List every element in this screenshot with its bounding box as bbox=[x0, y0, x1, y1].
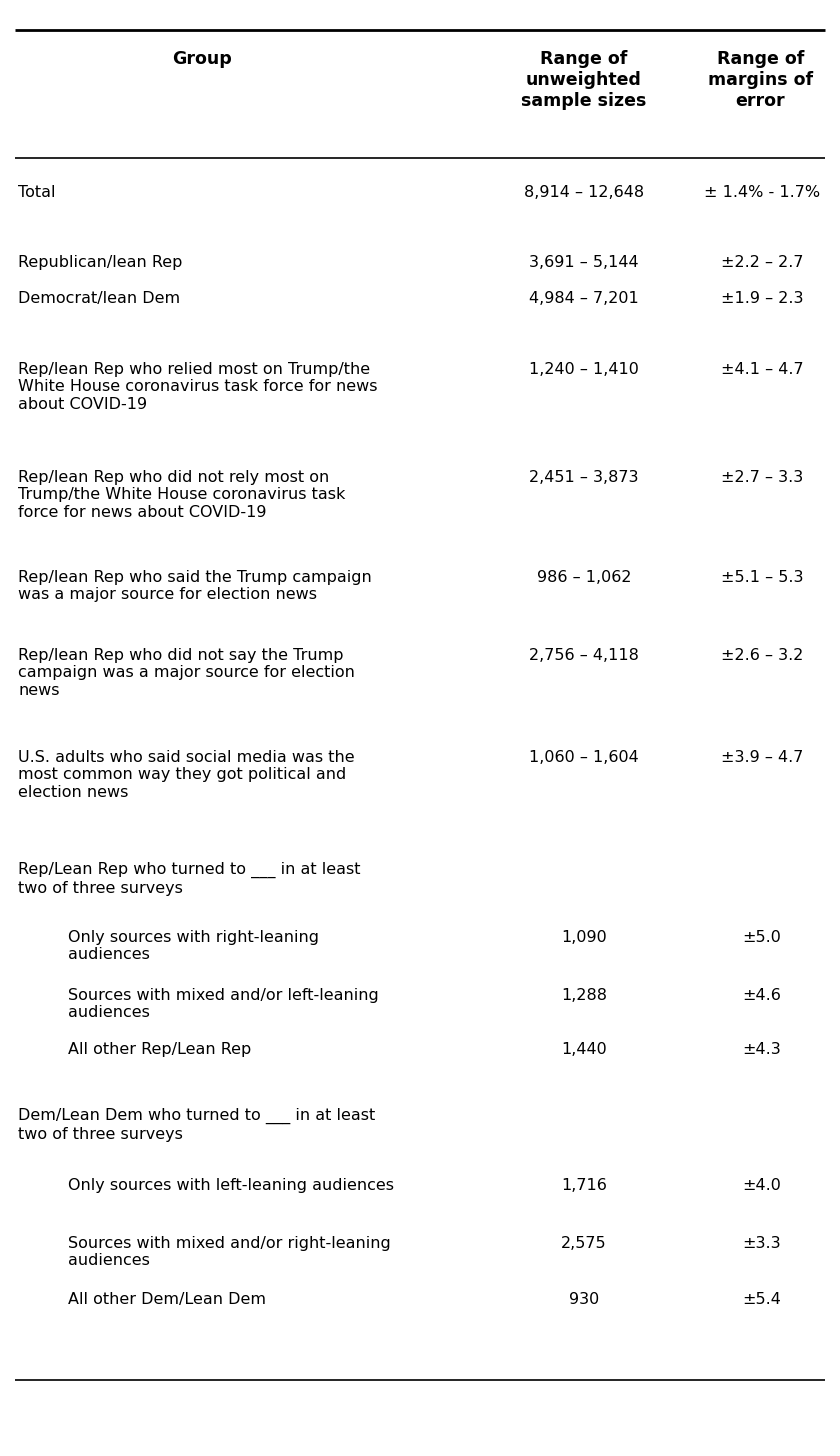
Text: ±4.3: ±4.3 bbox=[743, 1042, 781, 1057]
Text: 1,090: 1,090 bbox=[561, 930, 606, 945]
Text: Group: Group bbox=[171, 50, 232, 68]
Text: ±4.0: ±4.0 bbox=[743, 1178, 781, 1192]
Text: ± 1.4% - 1.7%: ± 1.4% - 1.7% bbox=[704, 185, 820, 199]
Text: ±2.7 – 3.3: ±2.7 – 3.3 bbox=[721, 470, 803, 485]
Text: ±4.1 – 4.7: ±4.1 – 4.7 bbox=[721, 363, 803, 377]
Text: Rep/Lean Rep who turned to ___ in at least
two of three surveys: Rep/Lean Rep who turned to ___ in at lea… bbox=[18, 862, 360, 895]
Text: Rep/lean Rep who did not rely most on
Trump/the White House coronavirus task
for: Rep/lean Rep who did not rely most on Tr… bbox=[18, 470, 345, 520]
Text: 2,451 – 3,873: 2,451 – 3,873 bbox=[529, 470, 638, 485]
Text: 1,440: 1,440 bbox=[561, 1042, 606, 1057]
Text: 1,288: 1,288 bbox=[561, 989, 607, 1003]
Text: 8,914 – 12,648: 8,914 – 12,648 bbox=[524, 185, 644, 199]
Text: Only sources with right-leaning
audiences: Only sources with right-leaning audience… bbox=[68, 930, 319, 962]
Text: ±1.9 – 2.3: ±1.9 – 2.3 bbox=[721, 291, 803, 306]
Text: 2,756 – 4,118: 2,756 – 4,118 bbox=[529, 648, 639, 662]
Text: ±3.9 – 4.7: ±3.9 – 4.7 bbox=[721, 750, 803, 764]
Text: ±4.6: ±4.6 bbox=[743, 989, 781, 1003]
Text: All other Rep/Lean Rep: All other Rep/Lean Rep bbox=[68, 1042, 251, 1057]
Text: ±2.2 – 2.7: ±2.2 – 2.7 bbox=[721, 255, 803, 269]
Text: All other Dem/Lean Dem: All other Dem/Lean Dem bbox=[68, 1291, 266, 1307]
Text: 3,691 – 5,144: 3,691 – 5,144 bbox=[529, 255, 638, 269]
Text: Sources with mixed and/or left-leaning
audiences: Sources with mixed and/or left-leaning a… bbox=[68, 989, 379, 1021]
Text: Rep/lean Rep who did not say the Trump
campaign was a major source for election
: Rep/lean Rep who did not say the Trump c… bbox=[18, 648, 354, 697]
Text: Rep/lean Rep who said the Trump campaign
was a major source for election news: Rep/lean Rep who said the Trump campaign… bbox=[18, 569, 372, 603]
Text: Range of
unweighted
sample sizes: Range of unweighted sample sizes bbox=[521, 50, 647, 109]
Text: Dem/Lean Dem who turned to ___ in at least
two of three surveys: Dem/Lean Dem who turned to ___ in at lea… bbox=[18, 1108, 375, 1142]
Text: Total: Total bbox=[18, 185, 55, 199]
Text: Democrat/lean Dem: Democrat/lean Dem bbox=[18, 291, 180, 306]
Text: 1,060 – 1,604: 1,060 – 1,604 bbox=[529, 750, 639, 764]
Text: 1,240 – 1,410: 1,240 – 1,410 bbox=[529, 363, 639, 377]
Text: ±5.4: ±5.4 bbox=[743, 1291, 781, 1307]
Text: U.S. adults who said social media was the
most common way they got political and: U.S. adults who said social media was th… bbox=[18, 750, 354, 799]
Text: Sources with mixed and/or right-leaning
audiences: Sources with mixed and/or right-leaning … bbox=[68, 1236, 391, 1268]
Text: 4,984 – 7,201: 4,984 – 7,201 bbox=[529, 291, 639, 306]
Text: 1,716: 1,716 bbox=[561, 1178, 607, 1192]
Text: ±2.6 – 3.2: ±2.6 – 3.2 bbox=[721, 648, 803, 662]
Text: 986 – 1,062: 986 – 1,062 bbox=[537, 569, 631, 585]
Text: Range of
margins of
error: Range of margins of error bbox=[707, 50, 813, 109]
Text: ±5.1 – 5.3: ±5.1 – 5.3 bbox=[721, 569, 803, 585]
Text: Rep/lean Rep who relied most on Trump/the
White House coronavirus task force for: Rep/lean Rep who relied most on Trump/th… bbox=[18, 363, 377, 412]
Text: Only sources with left-leaning audiences: Only sources with left-leaning audiences bbox=[68, 1178, 394, 1192]
Text: ±3.3: ±3.3 bbox=[743, 1236, 781, 1251]
Text: 2,575: 2,575 bbox=[561, 1236, 606, 1251]
Text: 930: 930 bbox=[569, 1291, 599, 1307]
Text: ±5.0: ±5.0 bbox=[743, 930, 781, 945]
Text: Republican/lean Rep: Republican/lean Rep bbox=[18, 255, 182, 269]
